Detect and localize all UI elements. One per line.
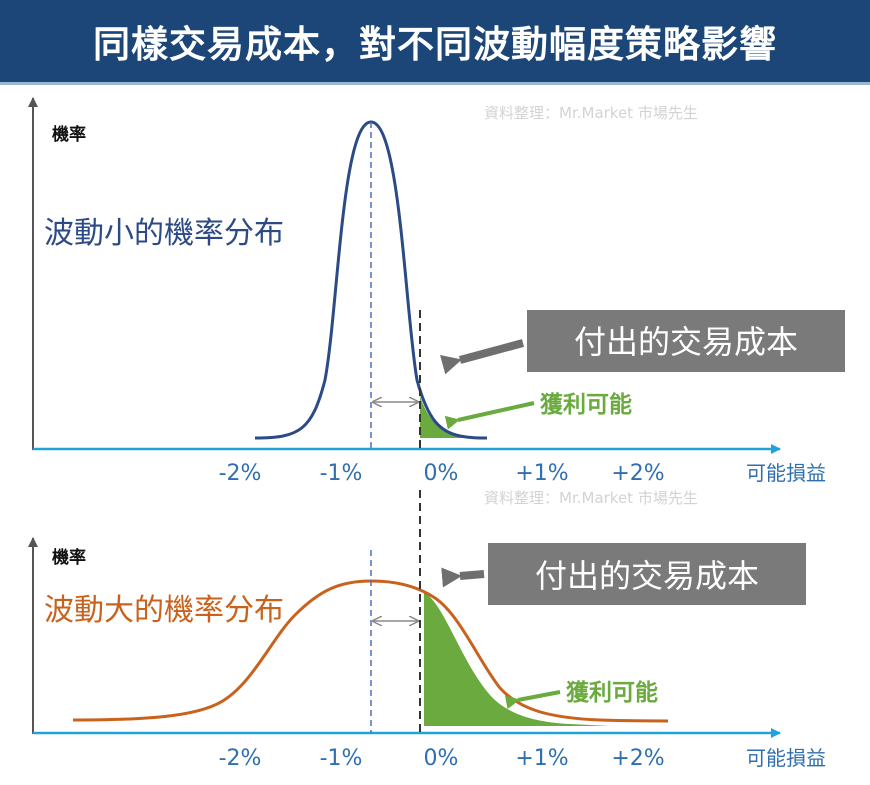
tick-label: -2% bbox=[219, 461, 262, 486]
cost-label: 付出的交易成本 bbox=[574, 323, 798, 361]
page-title: 同樣交易成本，對不同波動幅度策略影響 bbox=[93, 23, 777, 66]
source-note: 資料整理：Mr.Market 市場先生 bbox=[484, 489, 698, 507]
cost-label: 付出的交易成本 bbox=[535, 557, 759, 595]
title-divider bbox=[0, 82, 870, 85]
curve-label: 波動小的機率分布 bbox=[44, 216, 284, 251]
title-bar: 同樣交易成本，對不同波動幅度策略影響 bbox=[0, 0, 870, 82]
tick-label: +2% bbox=[611, 746, 664, 771]
profit-area bbox=[424, 592, 610, 726]
curve-label: 波動大的機率分布 bbox=[44, 593, 284, 628]
profit-label: 獲利可能 bbox=[566, 679, 658, 706]
cost-box bbox=[527, 310, 845, 372]
profit-area bbox=[420, 396, 487, 438]
x-axis-label: 可能損益 bbox=[746, 461, 826, 485]
distribution-curve bbox=[72, 579, 669, 723]
distribution-curve bbox=[254, 120, 488, 440]
cost-arrow bbox=[441, 567, 485, 588]
panel-large-volatility: 資料整理：Mr.Market 市場先生 機率 波動大的機率分布 付出的交易成本 … bbox=[28, 489, 826, 771]
cost-arrow bbox=[440, 339, 525, 375]
profit-label: 獲利可能 bbox=[540, 391, 632, 418]
tick-label: 0% bbox=[424, 746, 459, 771]
tick-label: +1% bbox=[515, 746, 568, 771]
profit-arrow bbox=[504, 690, 561, 710]
profit-arrow bbox=[444, 401, 535, 430]
tick-label: +1% bbox=[515, 461, 568, 486]
tick-label: 0% bbox=[424, 461, 459, 486]
tick-label: -2% bbox=[219, 746, 262, 771]
tick-label: -1% bbox=[320, 461, 363, 486]
y-axis-label: 機率 bbox=[52, 547, 86, 568]
tick-label: +2% bbox=[611, 461, 664, 486]
tick-label: -1% bbox=[320, 746, 363, 771]
panel-small-volatility: 資料整理：Mr.Market 市場先生 機率 波動小的機率分布 付出的交易成本 … bbox=[28, 97, 845, 486]
cost-box bbox=[488, 543, 806, 605]
x-axis-label: 可能損益 bbox=[746, 746, 826, 770]
source-note: 資料整理：Mr.Market 市場先生 bbox=[484, 104, 698, 122]
y-axis-label: 機率 bbox=[52, 124, 86, 145]
